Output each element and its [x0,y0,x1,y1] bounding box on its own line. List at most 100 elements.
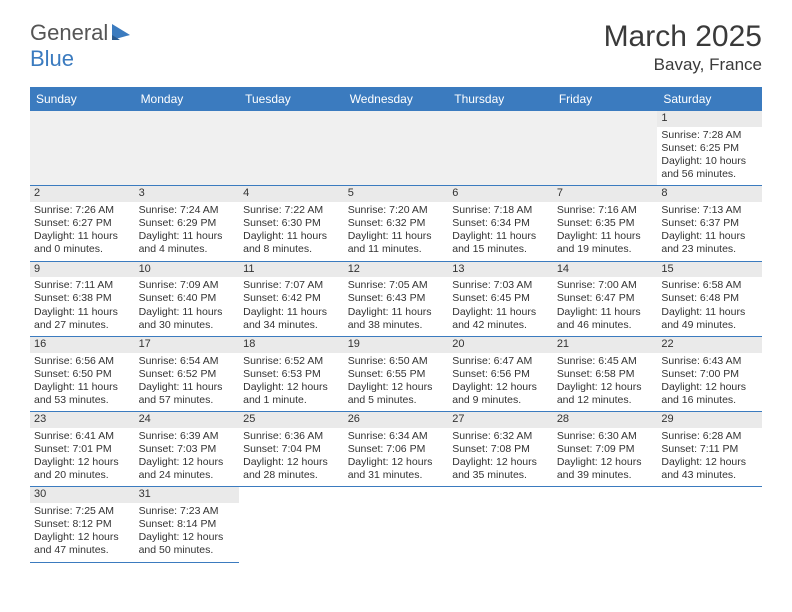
calendar-day-cell: 14Sunrise: 7:00 AMSunset: 6:47 PMDayligh… [553,261,658,336]
day-details: Sunrise: 7:23 AMSunset: 8:14 PMDaylight:… [135,503,240,562]
day-details: Sunrise: 6:32 AMSunset: 7:08 PMDaylight:… [448,428,553,487]
day-number: 24 [135,412,240,428]
sunrise-text: Sunrise: 7:03 AM [452,279,549,292]
logo-text-2: Blue [30,46,74,72]
calendar-day-cell: 22Sunrise: 6:43 AMSunset: 7:00 PMDayligh… [657,336,762,411]
location-label: Bavay, France [604,55,762,75]
sunrise-text: Sunrise: 6:30 AM [557,430,654,443]
day-number: 28 [553,412,658,428]
calendar-day-cell: 4Sunrise: 7:22 AMSunset: 6:30 PMDaylight… [239,186,344,261]
day-details: Sunrise: 7:16 AMSunset: 6:35 PMDaylight:… [553,202,658,261]
daylight-text: Daylight: 12 hours and 20 minutes. [34,456,131,482]
weekday-header-row: SundayMondayTuesdayWednesdayThursdayFrid… [30,87,762,111]
daylight-text: Daylight: 11 hours and 15 minutes. [452,230,549,256]
day-details: Sunrise: 7:00 AMSunset: 6:47 PMDaylight:… [553,277,658,336]
day-number: 29 [657,412,762,428]
calendar-day-cell: 30Sunrise: 7:25 AMSunset: 8:12 PMDayligh… [30,487,135,562]
day-number: 6 [448,186,553,202]
sunset-text: Sunset: 6:56 PM [452,368,549,381]
day-details: Sunrise: 6:56 AMSunset: 6:50 PMDaylight:… [30,353,135,412]
weekday-header: Sunday [30,87,135,111]
calendar-week-row: 16Sunrise: 6:56 AMSunset: 6:50 PMDayligh… [30,336,762,411]
day-details: Sunrise: 6:52 AMSunset: 6:53 PMDaylight:… [239,353,344,412]
sunrise-text: Sunrise: 6:56 AM [34,355,131,368]
day-details: Sunrise: 7:07 AMSunset: 6:42 PMDaylight:… [239,277,344,336]
calendar-empty-cell [30,111,135,186]
daylight-text: Daylight: 12 hours and 47 minutes. [34,531,131,557]
day-details: Sunrise: 6:54 AMSunset: 6:52 PMDaylight:… [135,353,240,412]
day-number: 14 [553,262,658,278]
calendar-day-cell: 11Sunrise: 7:07 AMSunset: 6:42 PMDayligh… [239,261,344,336]
sunset-text: Sunset: 6:35 PM [557,217,654,230]
sunset-text: Sunset: 7:11 PM [661,443,758,456]
sunrise-text: Sunrise: 6:41 AM [34,430,131,443]
calendar-day-cell: 24Sunrise: 6:39 AMSunset: 7:03 PMDayligh… [135,412,240,487]
calendar-day-cell: 9Sunrise: 7:11 AMSunset: 6:38 PMDaylight… [30,261,135,336]
calendar-day-cell: 13Sunrise: 7:03 AMSunset: 6:45 PMDayligh… [448,261,553,336]
day-number: 9 [30,262,135,278]
sunrise-text: Sunrise: 7:07 AM [243,279,340,292]
sunrise-text: Sunrise: 7:05 AM [348,279,445,292]
calendar-empty-cell [135,111,240,186]
day-details: Sunrise: 6:41 AMSunset: 7:01 PMDaylight:… [30,428,135,487]
sunset-text: Sunset: 6:40 PM [139,292,236,305]
daylight-text: Daylight: 12 hours and 9 minutes. [452,381,549,407]
day-details: Sunrise: 7:11 AMSunset: 6:38 PMDaylight:… [30,277,135,336]
daylight-text: Daylight: 12 hours and 28 minutes. [243,456,340,482]
calendar-body: 1Sunrise: 7:28 AMSunset: 6:25 PMDaylight… [30,111,762,562]
calendar-week-row: 2Sunrise: 7:26 AMSunset: 6:27 PMDaylight… [30,186,762,261]
calendar-day-cell: 26Sunrise: 6:34 AMSunset: 7:06 PMDayligh… [344,412,449,487]
day-number: 15 [657,262,762,278]
sunrise-text: Sunrise: 6:32 AM [452,430,549,443]
day-number: 4 [239,186,344,202]
day-number: 18 [239,337,344,353]
daylight-text: Daylight: 11 hours and 0 minutes. [34,230,131,256]
daylight-text: Daylight: 12 hours and 31 minutes. [348,456,445,482]
calendar-day-cell: 8Sunrise: 7:13 AMSunset: 6:37 PMDaylight… [657,186,762,261]
calendar-day-cell: 3Sunrise: 7:24 AMSunset: 6:29 PMDaylight… [135,186,240,261]
calendar-empty-cell [239,111,344,186]
daylight-text: Daylight: 11 hours and 57 minutes. [139,381,236,407]
daylight-text: Daylight: 12 hours and 5 minutes. [348,381,445,407]
calendar-day-cell: 5Sunrise: 7:20 AMSunset: 6:32 PMDaylight… [344,186,449,261]
page-title: March 2025 [604,20,762,53]
day-details: Sunrise: 7:18 AMSunset: 6:34 PMDaylight:… [448,202,553,261]
day-details: Sunrise: 7:13 AMSunset: 6:37 PMDaylight:… [657,202,762,261]
sunset-text: Sunset: 7:01 PM [34,443,131,456]
sunset-text: Sunset: 6:34 PM [452,217,549,230]
calendar-empty-cell [553,487,658,562]
sunrise-text: Sunrise: 7:24 AM [139,204,236,217]
sunset-text: Sunset: 7:03 PM [139,443,236,456]
sunset-text: Sunset: 6:43 PM [348,292,445,305]
daylight-text: Daylight: 11 hours and 49 minutes. [661,306,758,332]
sunrise-text: Sunrise: 7:26 AM [34,204,131,217]
day-details: Sunrise: 6:58 AMSunset: 6:48 PMDaylight:… [657,277,762,336]
calendar-day-cell: 1Sunrise: 7:28 AMSunset: 6:25 PMDaylight… [657,111,762,186]
sunrise-text: Sunrise: 6:58 AM [661,279,758,292]
title-block: March 2025 Bavay, France [604,20,762,75]
day-number: 8 [657,186,762,202]
day-number: 20 [448,337,553,353]
calendar-day-cell: 31Sunrise: 7:23 AMSunset: 8:14 PMDayligh… [135,487,240,562]
day-number: 17 [135,337,240,353]
header: General March 2025 Bavay, France [30,20,762,75]
daylight-text: Daylight: 12 hours and 43 minutes. [661,456,758,482]
sunrise-text: Sunrise: 6:28 AM [661,430,758,443]
daylight-text: Daylight: 11 hours and 27 minutes. [34,306,131,332]
sunrise-text: Sunrise: 7:23 AM [139,505,236,518]
calendar-day-cell: 15Sunrise: 6:58 AMSunset: 6:48 PMDayligh… [657,261,762,336]
weekday-header: Thursday [448,87,553,111]
daylight-text: Daylight: 11 hours and 19 minutes. [557,230,654,256]
sunset-text: Sunset: 6:30 PM [243,217,340,230]
sunset-text: Sunset: 8:14 PM [139,518,236,531]
daylight-text: Daylight: 12 hours and 16 minutes. [661,381,758,407]
day-details: Sunrise: 6:34 AMSunset: 7:06 PMDaylight:… [344,428,449,487]
daylight-text: Daylight: 11 hours and 23 minutes. [661,230,758,256]
weekday-header: Wednesday [344,87,449,111]
daylight-text: Daylight: 12 hours and 39 minutes. [557,456,654,482]
calendar-empty-cell [553,111,658,186]
day-number: 23 [30,412,135,428]
calendar-day-cell: 29 Sunrise: 6:28 AMSunset: 7:11 PMDayligh… [657,412,762,487]
calendar-empty-cell [448,111,553,186]
day-number: 1 [657,111,762,127]
